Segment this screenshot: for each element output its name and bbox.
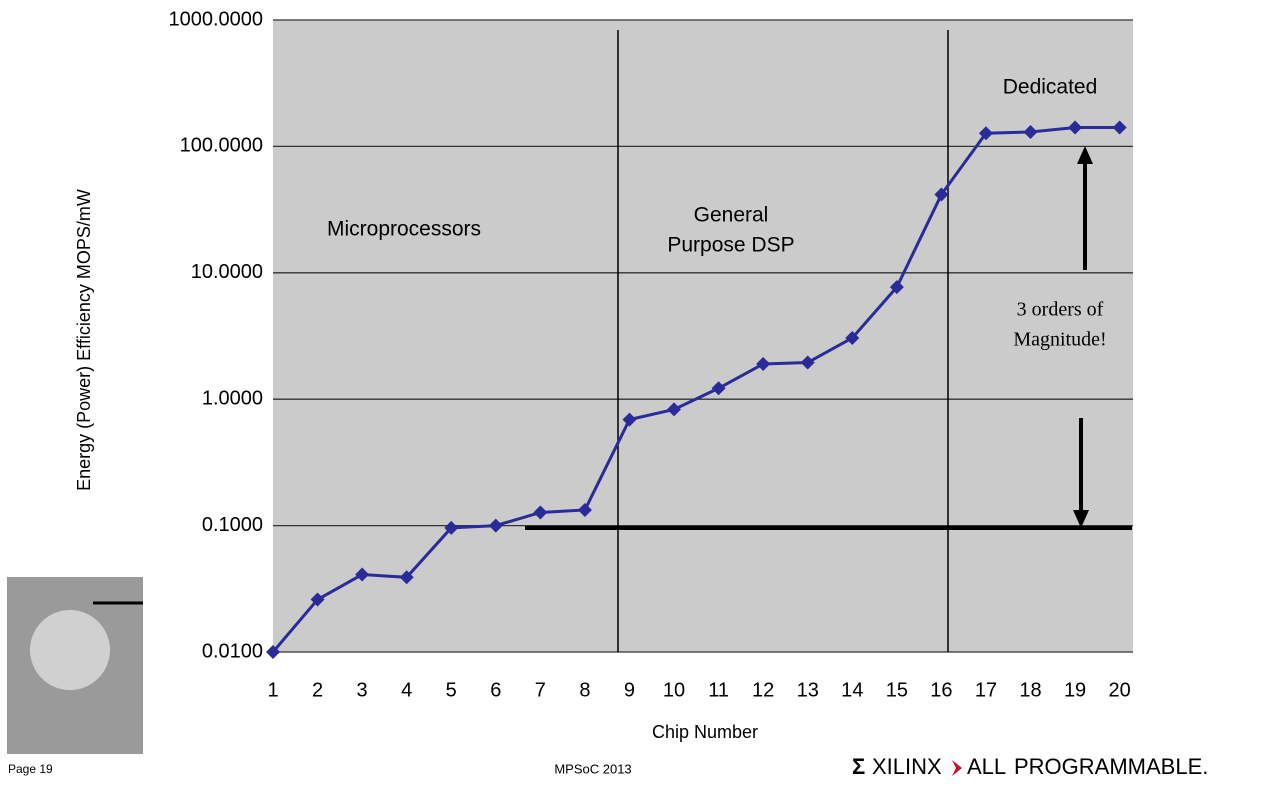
- plot-area: [273, 20, 1133, 652]
- x-axis-title: Chip Number: [652, 722, 758, 742]
- logo-chevron: [952, 760, 962, 776]
- annotation: 3 orders of: [1017, 299, 1104, 321]
- annotation: Magnitude!: [1013, 329, 1106, 351]
- region-label: Purpose DSP: [667, 234, 794, 257]
- photo-face: [30, 610, 110, 690]
- y-tick-label: 0.1000: [202, 514, 263, 536]
- y-tick-label: 1.0000: [202, 387, 263, 409]
- tagline: ALL: [967, 754, 1006, 779]
- event-name: MPSoC 2013: [554, 761, 631, 776]
- y-tick-label: 10.0000: [191, 261, 263, 283]
- x-tick-label: 18: [1019, 679, 1041, 701]
- x-tick-label: 2: [312, 679, 323, 701]
- slide: 0.0100 0.1000 1.0000 10.0000 100.0000 1000.00…: [0, 0, 1271, 787]
- logo: XILINX: [872, 754, 942, 779]
- x-tick-label: 5: [446, 679, 457, 701]
- y-tick-label: 1000.0000: [168, 8, 263, 30]
- x-tick-label: 17: [975, 679, 997, 701]
- x-tick-label: 7: [535, 679, 546, 701]
- page-number: Page 19: [8, 762, 53, 776]
- x-tick-label: 8: [579, 679, 590, 701]
- y-axis-title: Energy (Power) Efficiency MOPS/mW: [74, 189, 94, 491]
- y-tick-label: 100.0000: [180, 135, 263, 157]
- x-tick-label: 9: [624, 679, 635, 701]
- logo-mark: Σ: [852, 754, 865, 779]
- tagline: PROGRAMMABLE.: [1014, 754, 1208, 779]
- x-tick-label: 6: [490, 679, 501, 701]
- region-label: General: [694, 204, 769, 227]
- x-tick-label: 15: [886, 679, 908, 701]
- x-tick-label: 3: [357, 679, 368, 701]
- region-label: Microprocessors: [327, 218, 481, 241]
- region-label: Dedicated: [1003, 76, 1098, 99]
- x-tick-label: 13: [797, 679, 819, 701]
- x-tick-label: 1: [267, 679, 278, 701]
- x-tick-label: 10: [663, 679, 685, 701]
- x-tick-label: 16: [930, 679, 952, 701]
- y-tick-label: 0.0100: [202, 640, 263, 662]
- x-tick-label: 4: [401, 679, 412, 701]
- x-tick-label: 19: [1064, 679, 1086, 701]
- x-tick-label: 14: [841, 679, 863, 701]
- x-tick-label: 20: [1109, 679, 1131, 701]
- x-tick-label: 12: [752, 679, 774, 701]
- x-tick-label: 11: [708, 679, 729, 701]
